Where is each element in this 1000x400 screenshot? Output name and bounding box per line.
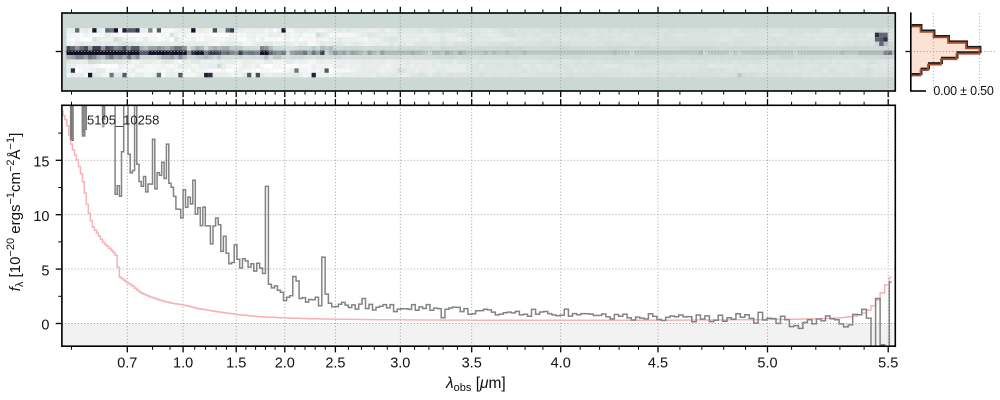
svg-text:10: 10 (33, 209, 49, 225)
svg-text:5105_10258: 5105_10258 (87, 113, 159, 128)
svg-text:1.5: 1.5 (226, 355, 246, 371)
svg-text:15: 15 (33, 155, 49, 171)
svg-text:5.0: 5.0 (757, 355, 777, 371)
svg-text:0.7: 0.7 (117, 355, 137, 371)
svg-text:1.0: 1.0 (173, 355, 193, 371)
svg-text:2.5: 2.5 (325, 355, 345, 371)
svg-text:5.5: 5.5 (878, 355, 898, 371)
svg-text:0: 0 (41, 318, 49, 334)
svg-text:λobs [μm]: λobs [μm] (445, 375, 506, 394)
svg-text:2.0: 2.0 (275, 355, 295, 371)
svg-text:0.00 ± 0.50: 0.00 ± 0.50 (933, 84, 994, 98)
svg-text:5: 5 (41, 263, 49, 279)
svg-text:3.0: 3.0 (390, 355, 410, 371)
svg-text:4.5: 4.5 (648, 355, 668, 371)
svg-text:3.5: 3.5 (462, 355, 482, 371)
svg-text:fλ [10−20 ergs−1cm−2Å−1]: fλ [10−20 ergs−1cm−2Å−1] (5, 133, 26, 292)
svg-text:4.0: 4.0 (551, 355, 571, 371)
